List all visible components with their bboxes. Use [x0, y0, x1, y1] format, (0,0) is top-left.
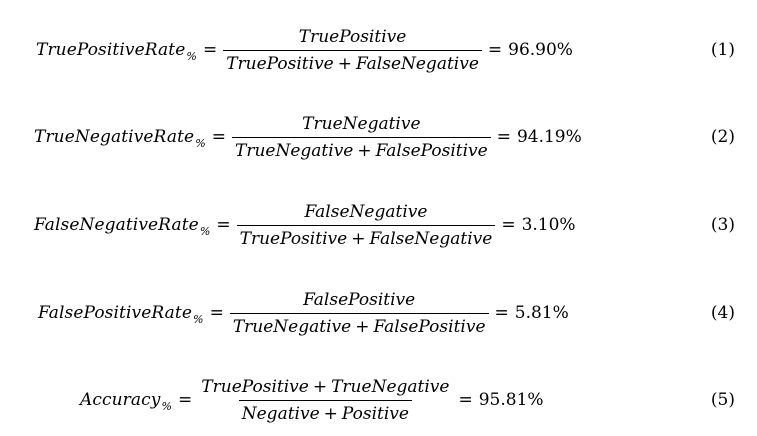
- equals-sign: =: [216, 215, 231, 235]
- numerator-term: FalseNegative: [304, 201, 428, 222]
- equation-4: FalsePositiveRate% = FalsePositive TrueN…: [0, 283, 757, 343]
- denominator-term: Negative: [241, 403, 320, 424]
- fraction-denominator: TruePositive + FalseNegative: [223, 49, 482, 74]
- numerator-term: TruePositive: [201, 376, 309, 397]
- fraction-numerator: TruePositive: [296, 27, 410, 50]
- plus-sign: +: [323, 403, 338, 424]
- equation-3: FalseNegativeRate% = FalseNegative TrueP…: [0, 195, 757, 255]
- equation-3-fraction: FalseNegative TruePositive + FalseNegative: [236, 202, 496, 249]
- fraction-numerator: FalsePositive: [300, 290, 418, 313]
- equals-sign: =: [202, 40, 218, 60]
- denominator-term: TruePositive: [239, 228, 348, 249]
- lhs-subscript: %: [193, 313, 204, 326]
- lhs-subscript: %: [195, 137, 206, 150]
- plus-sign: +: [357, 140, 372, 161]
- plus-sign: +: [351, 228, 366, 249]
- fraction-numerator: TrueNegative: [299, 114, 423, 137]
- numerator-term: TruePositive: [298, 26, 407, 47]
- equation-5-number: (5): [710, 390, 735, 410]
- equation-1: TruePositiveRate% = TruePositive TruePos…: [0, 20, 757, 80]
- fraction-denominator: TruePositive + FalseNegative: [236, 224, 496, 249]
- denominator-term: TrueNegative: [235, 140, 354, 161]
- denominator-term: FalseNegative: [356, 53, 479, 74]
- fraction-numerator: TruePositive + TrueNegative: [198, 377, 452, 400]
- equation-4-value: 5.81%: [514, 303, 569, 323]
- equation-4-fraction: FalsePositive TrueNegative + FalsePositive: [229, 290, 489, 337]
- equals-sign: =: [178, 390, 193, 410]
- equation-1-fraction: TruePositive TruePositive + FalseNegative: [223, 27, 482, 74]
- equation-2-fraction: TrueNegative TrueNegative + FalsePositive: [232, 114, 491, 161]
- equals-sign: =: [487, 40, 503, 60]
- fraction-numerator: FalseNegative: [302, 202, 431, 225]
- equation-3-value: 3.10%: [521, 215, 576, 235]
- lhs-name: Accuracy: [80, 390, 161, 410]
- equation-5: Accuracy% = TruePositive + TrueNegative Ne…: [0, 370, 757, 430]
- equals-sign: =: [496, 127, 511, 147]
- equals-sign: =: [211, 127, 226, 147]
- lhs-name: TrueNegativeRate: [34, 127, 195, 147]
- lhs-subscript: %: [161, 400, 173, 413]
- lhs-subscript: %: [199, 225, 211, 238]
- equals-sign: =: [458, 390, 473, 410]
- denominator-term: Positive: [341, 403, 409, 424]
- lhs-name: FalsePositiveRate: [38, 303, 192, 323]
- denominator-term: TrueNegative: [232, 316, 352, 337]
- equation-2-lhs: TrueNegativeRate%: [34, 127, 206, 150]
- equation-5-lhs: Accuracy%: [80, 390, 173, 413]
- denominator-term: FalsePositive: [375, 140, 488, 161]
- equation-1-value: 96.90%: [508, 40, 573, 60]
- equation-2: TrueNegativeRate% = TrueNegative TrueNeg…: [0, 107, 757, 167]
- equation-3-body: FalseNegativeRate% = FalseNegative TrueP…: [34, 195, 576, 255]
- fraction-denominator: TrueNegative + FalsePositive: [229, 312, 489, 337]
- fraction-denominator: TrueNegative + FalsePositive: [232, 136, 491, 161]
- equation-3-lhs: FalseNegativeRate%: [34, 215, 211, 238]
- equation-5-value: 95.81%: [478, 390, 544, 410]
- lhs-name: TruePositiveRate: [36, 40, 186, 60]
- equation-1-body: TruePositiveRate% = TruePositive TruePos…: [36, 20, 573, 80]
- equals-sign: =: [501, 215, 516, 235]
- denominator-term: TruePositive: [226, 53, 334, 74]
- equation-1-lhs: TruePositiveRate%: [36, 40, 197, 63]
- equals-sign: =: [494, 303, 509, 323]
- equation-2-value: 94.19%: [516, 127, 582, 147]
- equation-1-number: (1): [710, 40, 735, 60]
- equation-4-lhs: FalsePositiveRate%: [38, 303, 204, 326]
- equation-4-body: FalsePositiveRate% = FalsePositive TrueN…: [38, 283, 569, 343]
- plus-sign: +: [337, 53, 352, 74]
- fraction-denominator: Negative + Positive: [238, 399, 412, 424]
- denominator-term: FalseNegative: [369, 228, 493, 249]
- denominator-term: FalsePositive: [373, 316, 486, 337]
- equation-3-number: (3): [710, 215, 735, 235]
- equals-sign: =: [209, 303, 224, 323]
- equation-5-fraction: TruePositive + TrueNegative Negative + Posit…: [198, 377, 452, 424]
- lhs-name: FalseNegativeRate: [34, 215, 199, 235]
- numerator-term: TrueNegative: [331, 376, 450, 397]
- equation-5-body: Accuracy% = TruePositive + TrueNegative Ne…: [80, 370, 544, 430]
- equation-2-number: (2): [710, 127, 735, 147]
- lhs-subscript: %: [186, 50, 197, 63]
- numerator-term: FalsePositive: [303, 289, 416, 310]
- equation-2-body: TrueNegativeRate% = TrueNegative TrueNeg…: [34, 107, 582, 167]
- numerator-term: TrueNegative: [302, 113, 421, 134]
- equation-4-number: (4): [710, 303, 735, 323]
- plus-sign: +: [355, 316, 370, 337]
- plus-sign: +: [312, 376, 328, 397]
